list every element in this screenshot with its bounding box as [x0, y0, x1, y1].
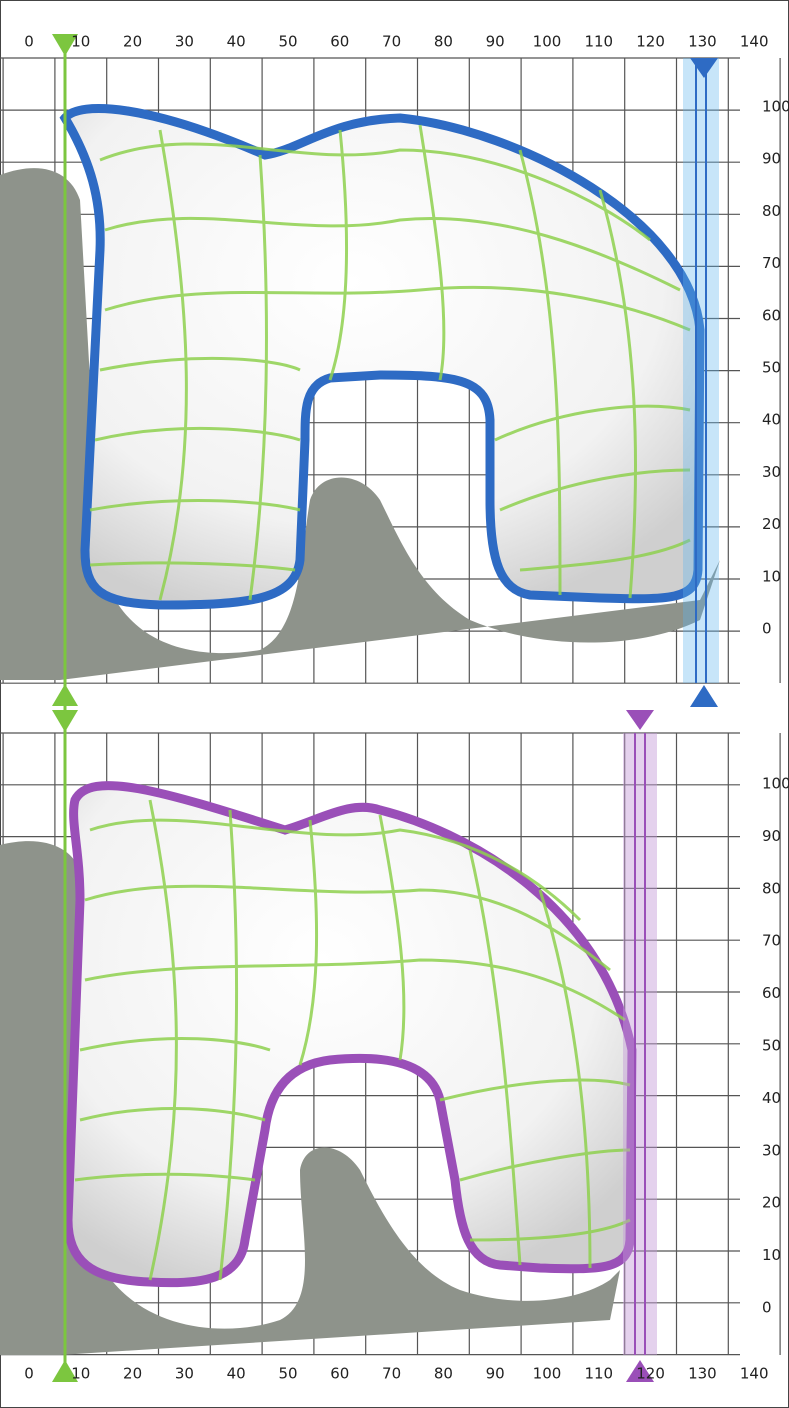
y-axis-label: 40: [762, 411, 781, 429]
y-axis-label: 60: [762, 306, 781, 324]
y-axis-label: 70: [762, 932, 781, 950]
x-axis-label: 50: [278, 33, 297, 51]
x-axis-label: 80: [434, 1365, 453, 1383]
y-axis-label: 90: [762, 150, 781, 168]
x-axis-label: 80: [434, 33, 453, 51]
x-axis-label: 0: [24, 1365, 34, 1383]
x-axis-label: 20: [123, 33, 142, 51]
y-axis-label: 20: [762, 1194, 781, 1212]
y-axis-label: 80: [762, 202, 781, 220]
x-axis-label: 30: [175, 1365, 194, 1383]
x-axis-label: 70: [382, 1365, 401, 1383]
y-axis-label: 50: [762, 1037, 781, 1055]
x-axis-label: 130: [688, 33, 717, 51]
blue-plane-glow: [683, 58, 719, 683]
x-axis-label: 90: [486, 33, 505, 51]
x-axis-label: 40: [227, 33, 246, 51]
x-axis-label: 110: [584, 33, 613, 51]
x-axis-label: 0: [24, 33, 34, 51]
x-axis-label: 140: [740, 1365, 769, 1383]
y-axis-label: 40: [762, 1089, 781, 1107]
y-axis-label: 10: [762, 1246, 781, 1264]
page: {"top_axis": {"labels": [0, 10, 20, 30, …: [0, 0, 789, 1408]
x-axis-label: 140: [740, 33, 769, 51]
x-axis-label: 40: [227, 1365, 246, 1383]
y-axis-label: 30: [762, 463, 781, 481]
x-axis-label: 70: [382, 33, 401, 51]
y-axis-label: 100: [762, 775, 789, 793]
purple-plane-glow: [623, 733, 657, 1355]
y-axis-label: 60: [762, 984, 781, 1002]
x-axis-label: 110: [584, 1365, 613, 1383]
x-axis-label: 60: [330, 33, 349, 51]
y-axis-label: 50: [762, 359, 781, 377]
x-axis-label: 60: [330, 1365, 349, 1383]
x-axis-label: 30: [175, 33, 194, 51]
x-axis-label: 10: [71, 1365, 90, 1383]
x-axis-label: 130: [688, 1365, 717, 1383]
y-axis-label: 10: [762, 567, 781, 585]
y-axis-label: 30: [762, 1141, 781, 1159]
y-axis-label: 0: [762, 1299, 772, 1317]
y-axis-label: 70: [762, 254, 781, 272]
y-axis-label: 80: [762, 879, 781, 897]
x-axis-label: 50: [278, 1365, 297, 1383]
x-axis-label: 100: [533, 33, 562, 51]
y-axis-label: 90: [762, 827, 781, 845]
x-axis-label: 10: [71, 33, 90, 51]
x-axis-label: 90: [486, 1365, 505, 1383]
y-axis-label: 20: [762, 515, 781, 533]
y-axis-label: 100: [762, 98, 789, 116]
viewer: 0102030405060708090100110120130140010203…: [0, 0, 789, 1408]
x-axis-label: 120: [636, 33, 665, 51]
x-axis-label: 100: [533, 1365, 562, 1383]
y-axis-label: 0: [762, 620, 772, 638]
x-axis-label: 120: [636, 1365, 665, 1383]
x-axis-label: 20: [123, 1365, 142, 1383]
